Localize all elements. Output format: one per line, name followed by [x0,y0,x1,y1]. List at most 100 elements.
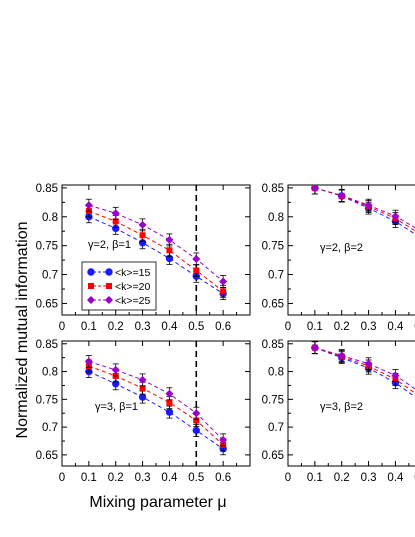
data-point [165,235,174,244]
x-tick-label: 0.1 [307,472,323,484]
x-tick-label: 0.2 [334,321,350,333]
y-tick-label: 0.65 [36,298,58,310]
data-point [111,365,120,374]
x-tick-label: 0.3 [361,472,377,484]
legend-label: <k>=20 [115,281,150,293]
data-point [112,218,119,225]
data-point [139,385,146,392]
y-tick-label: 0.75 [262,394,284,406]
x-tick-label: 0.6 [215,321,231,333]
y-tick-label: 0.75 [262,241,284,253]
data-point [139,232,146,239]
data-point [192,409,201,418]
legend-marker [87,296,95,304]
data-point [84,201,93,210]
panel-annotation: γ=3, β=1 [95,401,138,413]
data-point [219,277,228,286]
x-tick-label: 0 [285,472,291,484]
x-tick-label: 0.4 [387,472,404,484]
series-line-<k>=20 [88,365,224,446]
data-point [337,351,346,360]
data-point [310,343,319,352]
data-point [364,201,373,210]
legend-label: <k>=25 [115,295,150,307]
data-point [138,220,147,229]
x-tick-label: 0.3 [361,321,377,333]
data-point [192,426,200,435]
data-point [165,389,174,398]
x-tick-label: 0.2 [108,472,124,484]
y-tick-label: 0.8 [42,212,58,224]
series-group [310,341,415,398]
y-tick-label: 0.85 [262,339,284,351]
y-tick-label: 0.7 [42,422,58,434]
x-tick-label: 0.3 [135,321,151,333]
series-line-<k>=15 [88,371,224,450]
y-tick-label: 0.75 [36,394,58,406]
legend-marker [88,283,94,289]
data-point [391,212,400,221]
x-tick-label: 0 [59,321,65,333]
y-tick-label: 0.75 [36,241,58,253]
data-point [193,267,200,274]
x-tick-label: 0.1 [307,321,323,333]
series-line-<k>=20 [88,210,224,292]
y-tick-label: 0.8 [42,367,58,379]
legend-label: <k>=15 [115,267,150,279]
series-line-<k>=25 [88,204,224,282]
data-point [193,417,200,424]
series-group [310,185,415,235]
panel-bottom-left: 0 0.1 0.2 0.3 0.4 0.5 0.6 0.65 0.7 0.75 0.8 0.85 γ=3… [36,339,251,484]
y-axis-title: Normalized mutual information [14,222,31,439]
panel-bottom-right: 00.10.20.30.40.50.60.650.70.750.80.85γ=3… [262,339,415,484]
panel-annotation: γ=2, β=1 [88,239,131,251]
panel-annotation: γ=3, β=2 [320,401,363,413]
panel-annotation: γ=2, β=2 [320,242,363,254]
data-point [138,393,147,401]
y-tick-label: 0.7 [42,270,58,282]
x-tick-label: 0.4 [161,321,178,333]
data-point [192,254,201,263]
x-tick-label: 0.1 [81,472,97,484]
y-tick-label: 0.65 [36,450,58,462]
x-tick-label: 0.1 [81,321,97,333]
y-tick-label: 0.65 [262,450,284,462]
y-tick-label: 0.65 [262,298,284,310]
data-point [219,435,228,444]
data-point [138,375,147,384]
x-tick-label: 0.2 [108,321,124,333]
y-tick-label: 0.85 [36,339,58,351]
series-line-<k>=25 [314,187,415,229]
panel-top-left: 0 0.1 0.2 0.3 0.4 0.5 0.6 0.65 0.7 0.75 0.8 0.85 γ=2… [36,183,251,333]
x-tick-label: 0.4 [387,321,404,333]
series-group [84,198,228,301]
data-point [111,209,120,218]
x-tick-label: 0.3 [135,472,151,484]
x-tick-label: 0.4 [161,472,178,484]
data-point [166,399,173,406]
series-line-<k>=15 [88,216,224,295]
data-point [165,408,174,416]
legend-marker [106,283,112,289]
y-tick-label: 0.85 [262,183,284,195]
y-tick-label: 0.85 [36,183,58,195]
x-axis-title: Mixing parameter μ [89,494,226,511]
data-point [391,371,400,380]
x-tick-label: 0 [59,472,65,484]
panel-top-right: 00.10.20.30.40.50.60.650.70.750.80.85γ=2… [262,183,415,333]
legend-marker [105,296,113,304]
data-point [310,185,319,192]
data-point [364,359,373,368]
series-group [84,355,228,456]
y-tick-label: 0.7 [268,422,284,434]
data-point [220,288,227,295]
x-tick-label: 0.5 [188,321,204,333]
y-tick-label: 0.8 [268,212,284,224]
x-tick-label: 0 [285,321,291,333]
y-tick-label: 0.8 [268,367,284,379]
data-point [84,357,93,366]
data-point [166,247,173,254]
x-tick-label: 0.6 [215,472,231,484]
data-point [337,191,346,200]
